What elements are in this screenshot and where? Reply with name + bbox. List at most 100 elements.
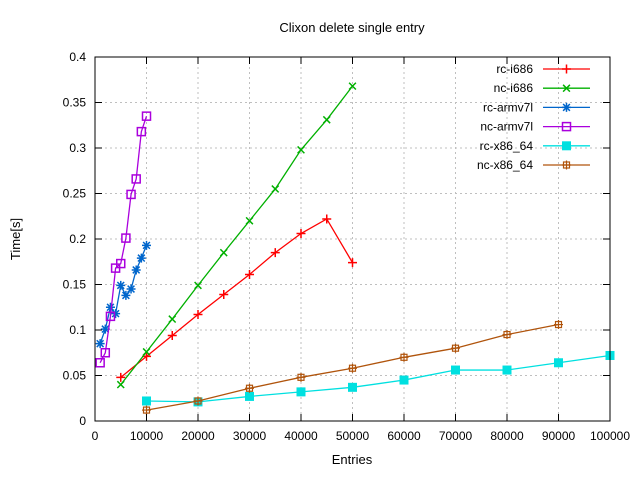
marker-cross <box>245 216 254 225</box>
marker-square-filled <box>348 382 357 392</box>
series-rc-i686 <box>116 214 357 382</box>
marker-plus <box>116 372 126 382</box>
chart-title: Clixon delete single entry <box>279 20 425 35</box>
marker-square-plus <box>400 353 408 361</box>
marker-square-open <box>126 189 136 200</box>
axes-layer: 0 10000 20000 30000 40000 50000 60000 70000 8000… <box>63 50 631 443</box>
marker-plus <box>245 269 254 279</box>
y-tick-label: 0.1 <box>69 323 86 337</box>
marker-asterisk <box>105 302 115 312</box>
marker-plus <box>296 229 306 239</box>
legend-item-rc-i686: rc-i686 <box>496 62 590 76</box>
x-tick-label: 50000 <box>336 429 370 443</box>
series-nc-i686 <box>116 82 357 389</box>
marker-square-open <box>136 126 147 137</box>
marker-cross <box>348 82 357 91</box>
x-tick-label: 80000 <box>490 429 524 443</box>
marker-square-open <box>100 348 111 358</box>
series-rc-armv7l <box>95 240 151 349</box>
x-tick-label: 100000 <box>590 429 630 443</box>
series-line-rc-x86_64 <box>146 354 611 403</box>
marker-square-open <box>131 174 141 184</box>
legend-label-nc-i686: nc-i686 <box>494 81 534 95</box>
x-tick-label: 90000 <box>542 429 576 443</box>
marker-square-open <box>105 311 116 322</box>
y-tick-label: 0.2 <box>69 232 86 246</box>
marker-cross <box>116 380 125 389</box>
marker-plus <box>322 214 332 224</box>
x-tick-label: 30000 <box>233 429 267 443</box>
series-line-nc-i686 <box>120 85 354 386</box>
marker-square-plus <box>245 384 254 392</box>
marker-asterisk <box>95 339 105 349</box>
marker-square-filled <box>562 141 571 151</box>
legend-item-nc-x86_64: nc-x86_64 <box>477 158 590 172</box>
legend-label-rc-i686: rc-i686 <box>496 62 533 76</box>
y-tick-label: 0.15 <box>63 278 87 292</box>
marker-asterisk <box>131 265 141 275</box>
marker-cross <box>219 248 228 257</box>
y-tick-label: 0.05 <box>63 369 87 383</box>
legend-label-rc-x86_64: rc-x86_64 <box>480 139 534 153</box>
marker-square-open <box>95 358 105 368</box>
y-tick-label: 0.3 <box>69 141 86 155</box>
marker-square-plus <box>194 397 202 405</box>
legend: rc-i686 nc-i686 rc-armv7l nc-armv7l rc-x86_6… <box>477 62 590 172</box>
legend-item-rc-x86_64: rc-x86_64 <box>480 139 590 153</box>
x-tick-label: 20000 <box>181 429 215 443</box>
marker-square-open <box>121 233 131 243</box>
marker-asterisk <box>126 284 136 294</box>
y-axis-label: Time[s] <box>8 218 23 260</box>
marker-plus <box>348 258 357 268</box>
marker-square-filled <box>554 358 563 368</box>
marker-plus <box>167 330 177 340</box>
marker-square-plus <box>348 364 357 372</box>
legend-item-rc-armv7l: rc-armv7l <box>483 100 590 114</box>
marker-square-plus <box>503 330 511 339</box>
marker-square-filled <box>296 387 306 397</box>
y-tick-label: 0.35 <box>63 96 87 110</box>
marker-square-plus <box>451 344 460 352</box>
marker-square-open <box>116 258 126 269</box>
marker-asterisk <box>121 290 131 300</box>
y-tick-label: 0.25 <box>63 187 87 201</box>
marker-plus <box>270 248 280 258</box>
legend-label-rc-armv7l: rc-armv7l <box>483 100 533 114</box>
legend-label-nc-armv7l: nc-armv7l <box>480 120 533 134</box>
legend-item-nc-i686: nc-i686 <box>494 81 590 95</box>
marker-asterisk <box>136 253 146 263</box>
marker-square-filled <box>399 375 409 385</box>
marker-asterisk <box>100 324 110 334</box>
series-nc-x86_64 <box>142 320 563 415</box>
series-layer <box>95 82 615 415</box>
series-rc-x86_64 <box>142 350 615 407</box>
x-tick-label: 60000 <box>387 429 421 443</box>
marker-plus <box>562 64 571 74</box>
marker-cross <box>322 115 331 124</box>
marker-square-open <box>561 121 572 132</box>
grid-layer <box>95 57 610 421</box>
marker-cross <box>562 84 571 93</box>
marker-cross <box>194 281 202 290</box>
marker-cross <box>142 347 151 356</box>
y-tick-label: 0 <box>79 414 86 428</box>
marker-square-open <box>141 111 152 121</box>
x-tick-label: 0 <box>92 429 99 443</box>
series-nc-armv7l <box>95 111 152 368</box>
marker-square-filled <box>502 365 512 375</box>
x-axis-label: Entries <box>332 452 373 467</box>
marker-square-filled <box>245 391 254 401</box>
marker-asterisk <box>111 309 121 319</box>
marker-square-filled <box>142 396 151 406</box>
marker-square-plus <box>142 406 151 414</box>
marker-square-plus <box>562 161 571 169</box>
marker-cross <box>297 145 305 154</box>
x-tick-label: 70000 <box>439 429 473 443</box>
marker-cross <box>271 185 280 193</box>
marker-cross <box>168 315 177 324</box>
series-line-rc-i686 <box>120 218 354 378</box>
series-line-nc-armv7l <box>99 115 148 364</box>
x-tick-label: 40000 <box>284 429 318 443</box>
